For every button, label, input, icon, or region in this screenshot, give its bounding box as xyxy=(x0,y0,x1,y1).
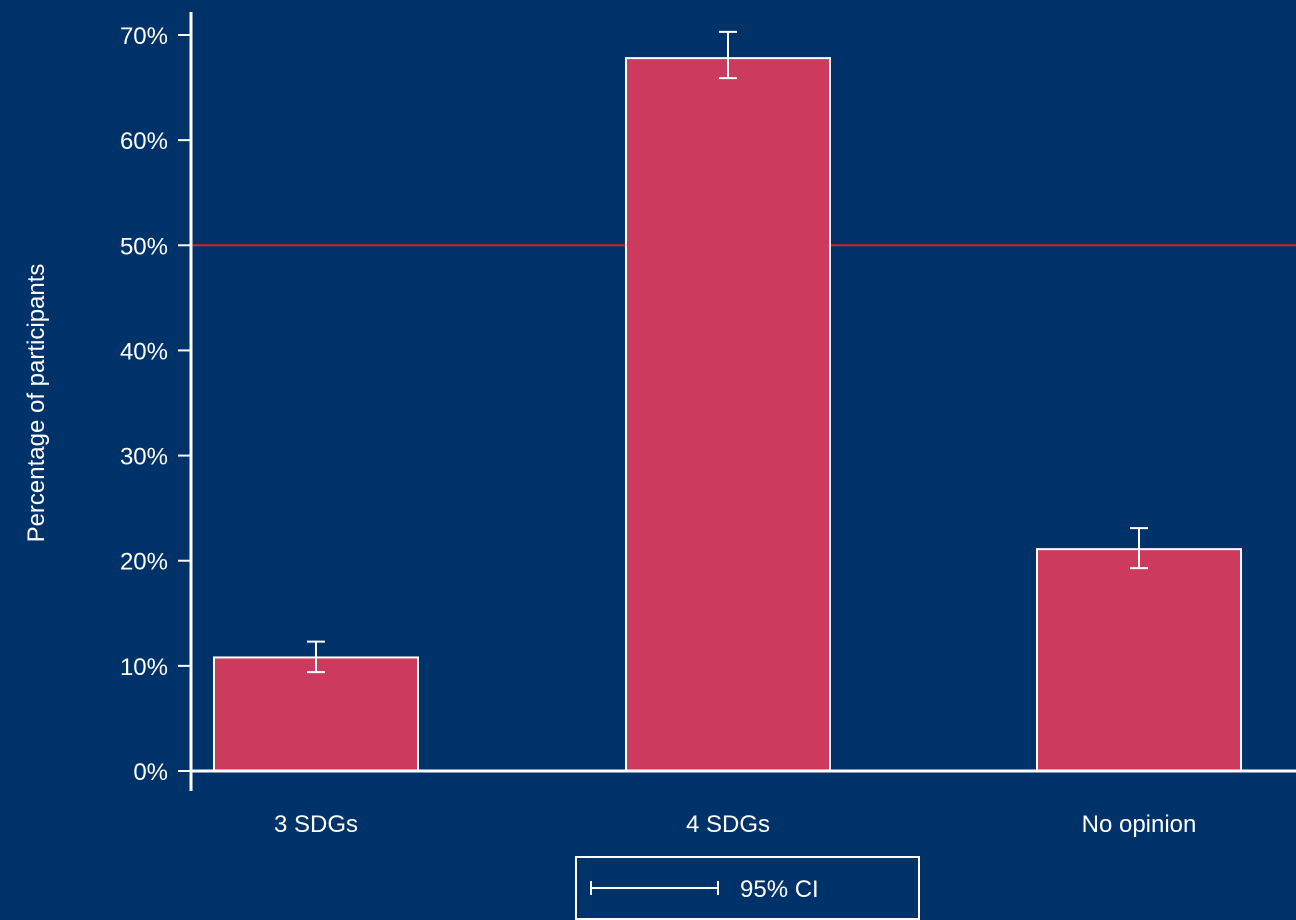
legend-label: 95% CI xyxy=(740,876,819,903)
error-bar xyxy=(1130,527,1148,570)
y-tick-label: 40% xyxy=(120,338,168,365)
error-bar xyxy=(719,30,737,80)
y-tick-label: 30% xyxy=(120,444,168,471)
y-tick-label: 10% xyxy=(120,654,168,681)
bar xyxy=(213,656,419,773)
y-axis-ticks: 0% 10% 20% 30% 40% 50% 60% 70% xyxy=(120,23,191,786)
y-tick-label: 20% xyxy=(120,549,168,576)
y-tick-label: 60% xyxy=(120,128,168,155)
y-axis-title: Percentage of participants xyxy=(23,264,50,543)
legend-box xyxy=(575,856,920,920)
bars xyxy=(213,57,1242,773)
x-tick-label: No opinion xyxy=(1082,811,1197,838)
x-axis-tick-labels: 3 SDGs 4 SDGs No opinion xyxy=(274,811,1196,838)
y-tick-label: 50% xyxy=(120,233,168,260)
bar xyxy=(1036,548,1242,772)
error-bars xyxy=(307,30,1148,674)
bar xyxy=(625,57,831,773)
legend: 95% CI xyxy=(575,856,920,920)
y-tick-label: 70% xyxy=(120,23,168,50)
x-tick-label: 3 SDGs xyxy=(274,811,358,838)
x-tick-label: 4 SDGs xyxy=(686,811,770,838)
error-bar xyxy=(307,640,325,674)
y-tick-label: 0% xyxy=(133,759,168,786)
legend-ci-symbol xyxy=(590,881,719,895)
